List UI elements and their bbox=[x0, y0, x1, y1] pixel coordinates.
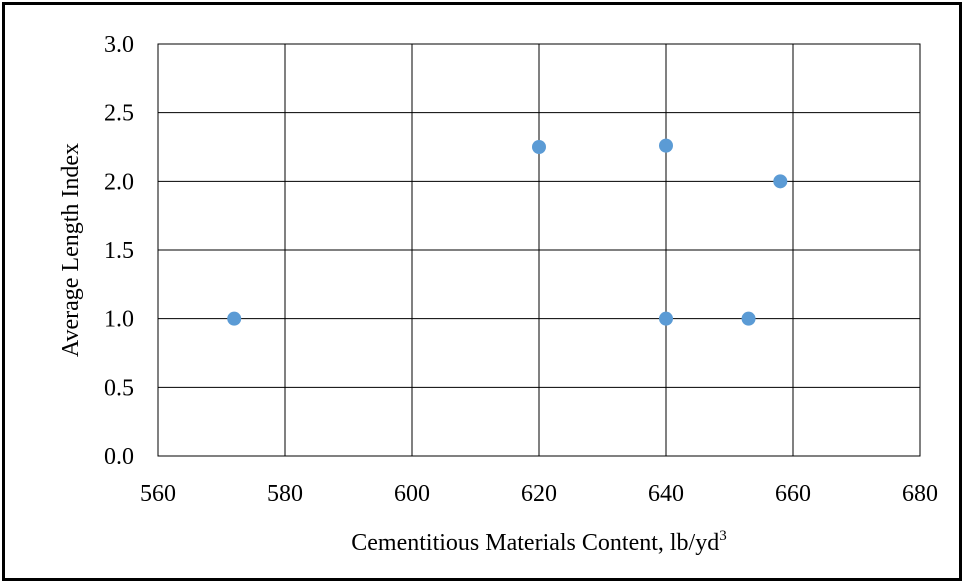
x-tick-label: 640 bbox=[648, 481, 684, 507]
y-tick-label: 0.0 bbox=[104, 444, 134, 470]
x-axis-title: Cementitious Materials Content, lb/yd3 bbox=[351, 528, 726, 556]
x-tick-label: 580 bbox=[267, 481, 303, 507]
data-points bbox=[227, 138, 788, 326]
data-point bbox=[227, 311, 242, 326]
x-tick-label: 560 bbox=[140, 481, 176, 507]
y-tick-label: 2.5 bbox=[104, 101, 134, 127]
y-tick-label: 3.0 bbox=[104, 32, 134, 58]
data-point bbox=[659, 138, 673, 153]
y-tick-label: 2.0 bbox=[104, 169, 134, 195]
grid-lines bbox=[157, 43, 921, 457]
x-axis-title-text: Cementitious Materials Content, lb/yd bbox=[351, 530, 719, 556]
x-axis-title-superscript: 3 bbox=[719, 528, 727, 544]
y-tick-label: 1.5 bbox=[104, 238, 134, 264]
y-tick-label: 0.5 bbox=[104, 375, 134, 401]
scatter-chart: 0.0 0.5 1.0 1.5 2.0 2.5 3.0 560 580 600 620 640 660… bbox=[58, 32, 938, 556]
x-tick-label: 680 bbox=[902, 481, 938, 507]
x-tick-label: 600 bbox=[394, 481, 430, 507]
plot-area bbox=[157, 43, 921, 457]
y-axis-title: Average Length Index bbox=[58, 143, 84, 357]
data-point bbox=[532, 140, 546, 154]
x-tick-label: 660 bbox=[775, 481, 811, 507]
data-point bbox=[773, 174, 788, 189]
x-tick-label: 620 bbox=[521, 481, 557, 507]
data-point bbox=[741, 311, 756, 326]
y-tick-label: 1.0 bbox=[104, 307, 134, 333]
data-point bbox=[659, 311, 673, 326]
x-tick-labels: 560 580 600 620 640 660 680 bbox=[140, 481, 938, 507]
y-tick-labels: 0.0 0.5 1.0 1.5 2.0 2.5 3.0 bbox=[104, 32, 134, 470]
